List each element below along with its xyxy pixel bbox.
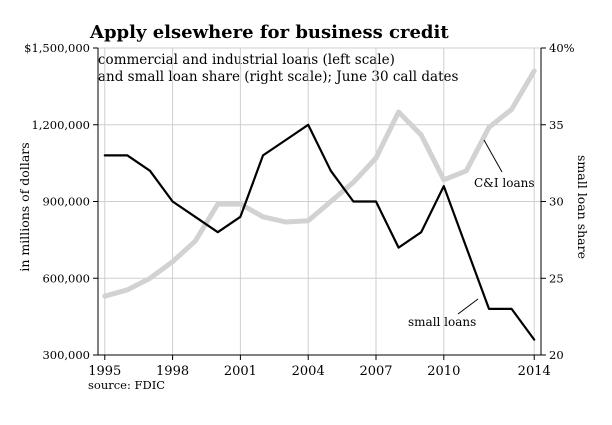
y-right-tick-label: 35 bbox=[549, 118, 564, 132]
y-right-tick-label: 30 bbox=[549, 195, 564, 209]
annotation-pointer-small-loans bbox=[457, 298, 479, 315]
annotation-ci-loans: C&I loans bbox=[474, 176, 535, 190]
series-line-small-loans bbox=[103, 123, 536, 341]
plot-frame bbox=[93, 47, 546, 360]
x-tick-label: 1995 bbox=[88, 364, 121, 379]
annotation-small-loans: small loans bbox=[408, 315, 476, 329]
y-left-tick-label: 300,000 bbox=[42, 348, 90, 362]
source-note: source: FDIC bbox=[88, 378, 165, 392]
x-tick-label: 1998 bbox=[156, 364, 189, 379]
chart-subtitle-line-1: commercial and industrial loans (left sc… bbox=[98, 52, 395, 68]
series-line-ci-loans bbox=[102, 68, 537, 299]
grid bbox=[98, 47, 541, 356]
y-axis-left-ticks: 300,000 600,000 900,000 1,200,000 $1,500,000 bbox=[24, 41, 90, 362]
y-left-tick-label: 1,200,000 bbox=[31, 118, 90, 132]
chart-title: Apply elsewhere for business credit bbox=[89, 22, 449, 43]
x-tick-label: 2001 bbox=[224, 364, 257, 379]
x-tick-label: 2014 bbox=[518, 364, 551, 379]
y-axis-left-label: in millions of dollars bbox=[17, 142, 32, 271]
series-lines bbox=[102, 68, 537, 341]
y-right-tick-label: 20 bbox=[549, 348, 564, 362]
annotation-pointer-ci-loans bbox=[483, 139, 503, 173]
y-axis-right-label: small loan share bbox=[575, 155, 590, 259]
chart-subtitle-line-2: and small loan share (right scale); June… bbox=[98, 69, 458, 85]
y-left-tick-label: 600,000 bbox=[42, 271, 90, 285]
x-tick-label: 2007 bbox=[359, 364, 392, 379]
y-right-tick-label: 25 bbox=[549, 271, 564, 285]
y-right-tick-label: 40% bbox=[549, 41, 575, 55]
y-left-tick-label: $1,500,000 bbox=[24, 41, 90, 55]
y-left-tick-label: 900,000 bbox=[42, 195, 90, 209]
x-tick-label: 2004 bbox=[292, 364, 325, 379]
y-axis-right-ticks: 20 25 30 35 40% bbox=[549, 41, 575, 362]
x-tick-label: 2010 bbox=[427, 364, 460, 379]
x-axis-ticks: 1995 1998 2001 2004 2007 2010 2014 bbox=[88, 364, 551, 379]
